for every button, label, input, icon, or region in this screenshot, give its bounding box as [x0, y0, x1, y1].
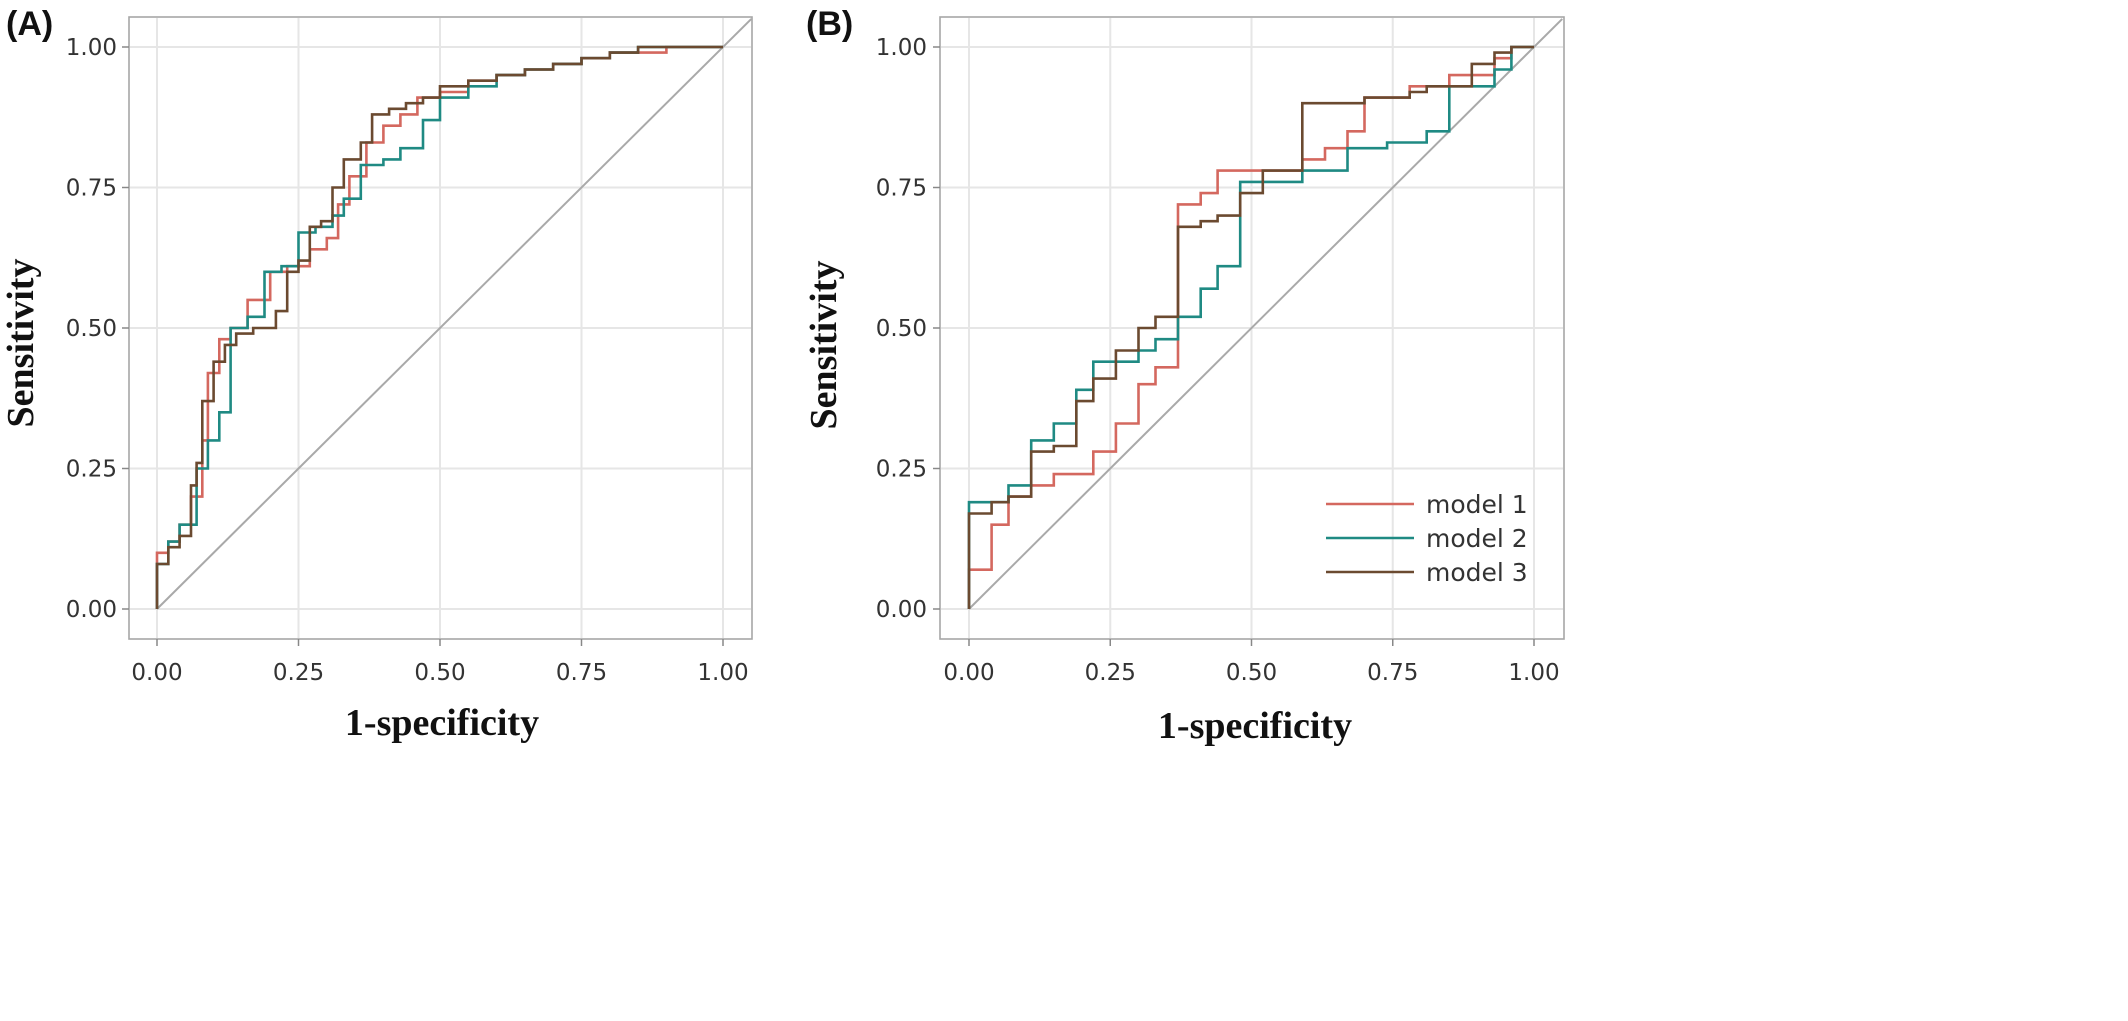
x-tick-label: 0.00 [131, 660, 182, 686]
x-axis-title: 1-specificity [1158, 705, 1352, 747]
reference-diagonal-line [968, 18, 1563, 610]
legend-label: model 2 [1426, 524, 1528, 553]
legend: model 1 model 2 model 3 [1326, 490, 1528, 587]
y-tick-label: 0.75 [876, 176, 927, 202]
y-tick-label: 0.25 [876, 457, 927, 483]
y-tick-label: 1.00 [66, 35, 117, 61]
x-tick-label: 0.50 [414, 660, 465, 686]
roc-curve-series-3 [967, 45, 1534, 609]
y-tick-label: 0.75 [66, 176, 117, 202]
y-tick-label: 0.00 [876, 597, 927, 623]
x-tick-label: 0.25 [1085, 660, 1136, 686]
chart-panel-1: (A) 0.00 0.25 0.50 0.75 1.00 0.00 0.25 0.50 0.75 1… [0, 5, 753, 744]
roc-curve-series-3 [155, 45, 723, 609]
y-tick-label: 0.50 [876, 316, 927, 342]
y-axis-title: Sensitivity [803, 261, 845, 430]
y-tick-label: 0.00 [66, 597, 117, 623]
reference-diagonal-line [156, 18, 753, 610]
panel-label: (B) [806, 5, 853, 43]
y-tick-label: 0.50 [66, 316, 117, 342]
roc-curve-series-2 [967, 45, 1534, 609]
legend-label: model 1 [1426, 490, 1528, 519]
x-tick-label: 0.00 [943, 660, 994, 686]
legend-label: model 3 [1426, 558, 1528, 587]
y-tick-label: 1.00 [876, 35, 927, 61]
y-tick-label: 0.25 [66, 457, 117, 483]
x-tick-label: 0.50 [1226, 660, 1277, 686]
x-tick-label: 0.75 [1367, 660, 1418, 686]
x-tick-label: 0.75 [556, 660, 607, 686]
x-tick-label: 1.00 [1508, 660, 1559, 686]
x-tick-label: 0.25 [273, 660, 324, 686]
x-tick-label: 1.00 [697, 660, 748, 686]
panel-label: (A) [6, 5, 53, 43]
y-axis-title: Sensitivity [0, 259, 42, 428]
x-axis-title: 1-specificity [345, 702, 539, 744]
chart-panel-2: (B) 0.00 0.25 0.50 0.75 1.00 0.00 0.25 0.50 0.75 1… [803, 5, 1565, 747]
